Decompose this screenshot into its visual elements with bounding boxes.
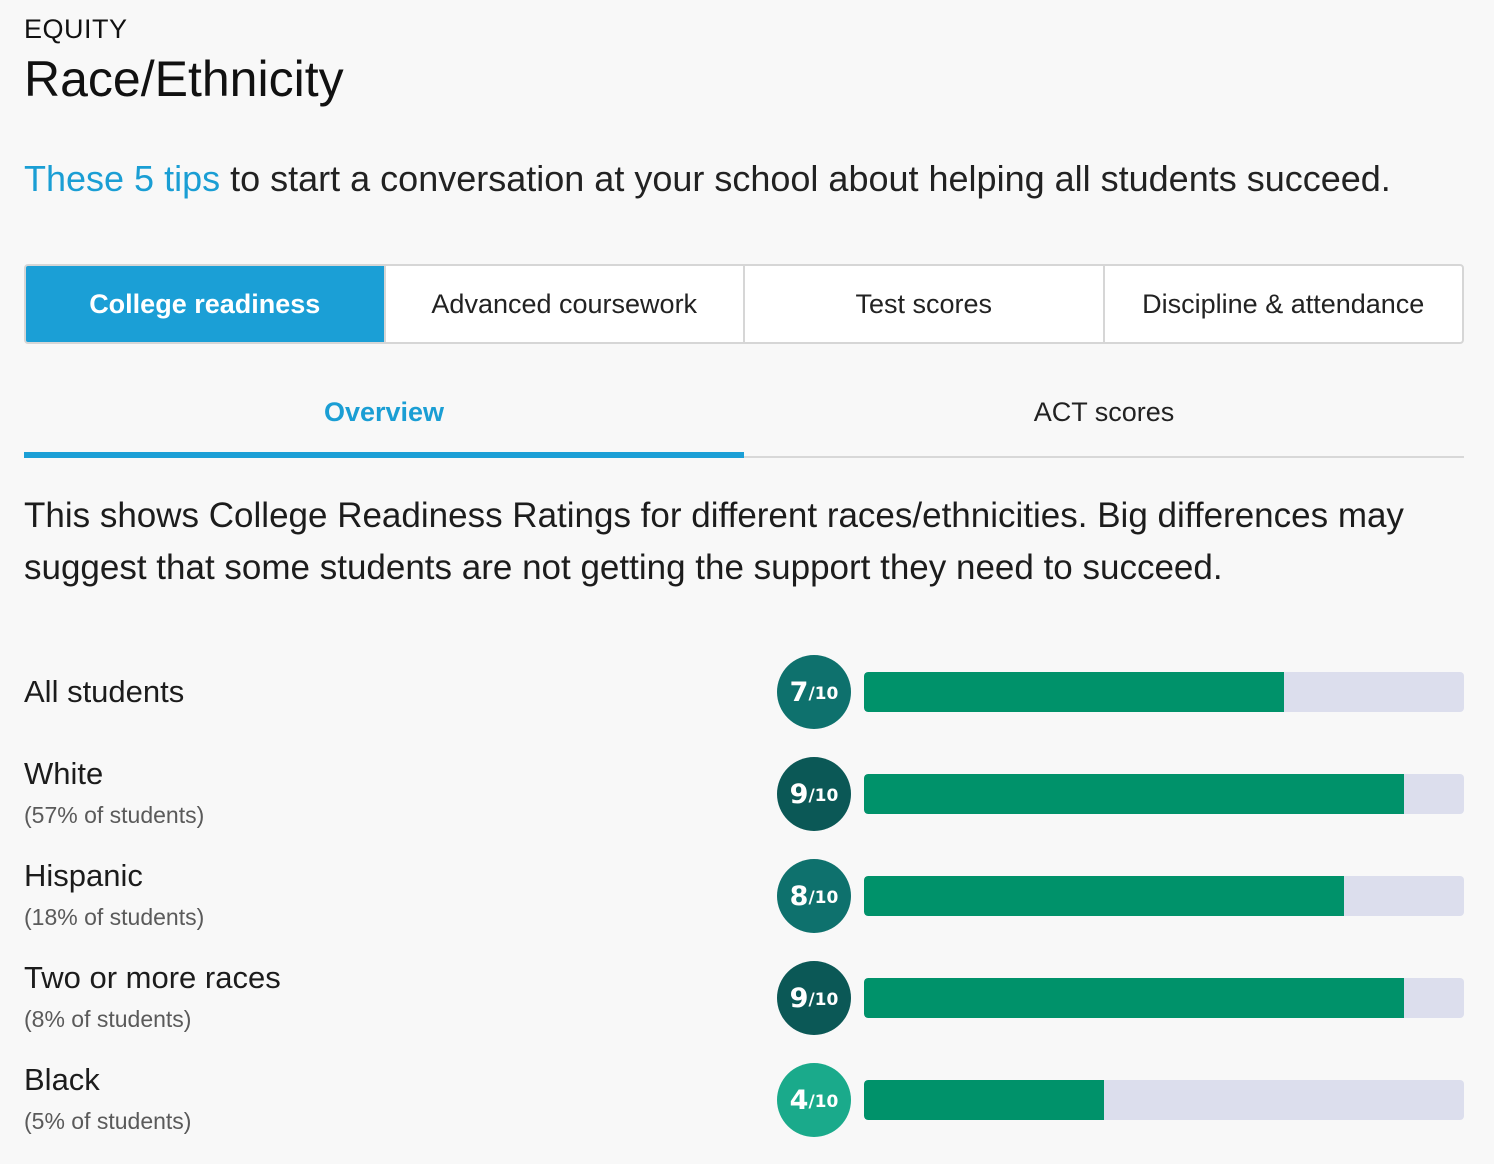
rating-denominator: /10 — [808, 888, 839, 908]
tab-college-readiness[interactable]: College readiness — [26, 266, 386, 342]
rating-row-black: Black (5% of students) 4/10 — [24, 1062, 1464, 1164]
tips-link[interactable]: These 5 tips — [24, 158, 221, 199]
rating-bar-fill — [864, 1080, 1104, 1120]
rating-denominator: /10 — [808, 684, 839, 704]
tips-sentence: These 5 tips to start a conversation at … — [24, 158, 1391, 200]
rating-badge: 9/10 — [777, 961, 851, 1035]
tab-test-scores[interactable]: Test scores — [745, 266, 1105, 342]
rating-denominator: /10 — [808, 990, 839, 1010]
rating-bar — [864, 978, 1464, 1018]
rating-badge: 8/10 — [777, 859, 851, 933]
tab-discipline-attendance[interactable]: Discipline & attendance — [1142, 288, 1425, 319]
rating-bar-fill — [864, 978, 1404, 1018]
rating-bar — [864, 876, 1464, 916]
rating-bar — [864, 774, 1464, 814]
rating-bar — [864, 672, 1464, 712]
rating-row-hispanic: Hispanic (18% of students) 8/10 — [24, 858, 1464, 960]
rating-row-two-or-more-races: Two or more races (8% of students) 9/10 — [24, 960, 1464, 1062]
group-share: (5% of students) — [24, 1108, 192, 1134]
rating-score: 7 — [789, 676, 809, 708]
tips-text: to start a conversation at your school a… — [220, 158, 1391, 199]
subtab-act-scores[interactable]: ACT scores — [1033, 396, 1175, 427]
ratings-list: All students 7/10 White (57% of students… — [24, 654, 1464, 1164]
sub-tabs: Overview ACT scores — [24, 374, 1464, 458]
tab-advanced-coursework[interactable]: Advanced coursework — [386, 266, 745, 342]
rating-score: 9 — [789, 778, 809, 810]
rating-score: 8 — [789, 880, 809, 912]
group-label: Two or more races — [24, 960, 281, 995]
category-tabs: College readiness Advanced coursework Te… — [24, 264, 1464, 344]
rating-badge: 4/10 — [777, 1063, 851, 1137]
rating-score: 9 — [789, 982, 809, 1014]
rating-bar-fill — [864, 876, 1344, 916]
rating-row-white: White (57% of students) 9/10 — [24, 756, 1464, 858]
rating-score: 4 — [789, 1084, 809, 1116]
rating-badge: 7/10 — [777, 655, 851, 729]
rating-bar-fill — [864, 672, 1284, 712]
rating-badge: 9/10 — [777, 757, 851, 831]
rating-bar-fill — [864, 774, 1404, 814]
group-share: (8% of students) — [24, 1006, 192, 1032]
rating-row-all-students: All students 7/10 — [24, 654, 1464, 756]
rating-denominator: /10 — [808, 786, 839, 806]
rating-denominator: /10 — [808, 1092, 839, 1112]
group-share: (57% of students) — [24, 802, 205, 828]
group-label: Hispanic — [24, 858, 143, 893]
section-eyebrow: EQUITY — [24, 14, 128, 44]
subtab-overview[interactable]: Overview — [24, 374, 744, 458]
group-share: (18% of students) — [24, 904, 205, 930]
page-title: Race/Ethnicity — [24, 51, 344, 107]
description-text: This shows College Readiness Ratings for… — [24, 496, 1404, 587]
group-label: Black — [24, 1062, 100, 1097]
group-label: All students — [24, 674, 185, 709]
rating-bar — [864, 1080, 1464, 1120]
group-label: White — [24, 756, 104, 791]
